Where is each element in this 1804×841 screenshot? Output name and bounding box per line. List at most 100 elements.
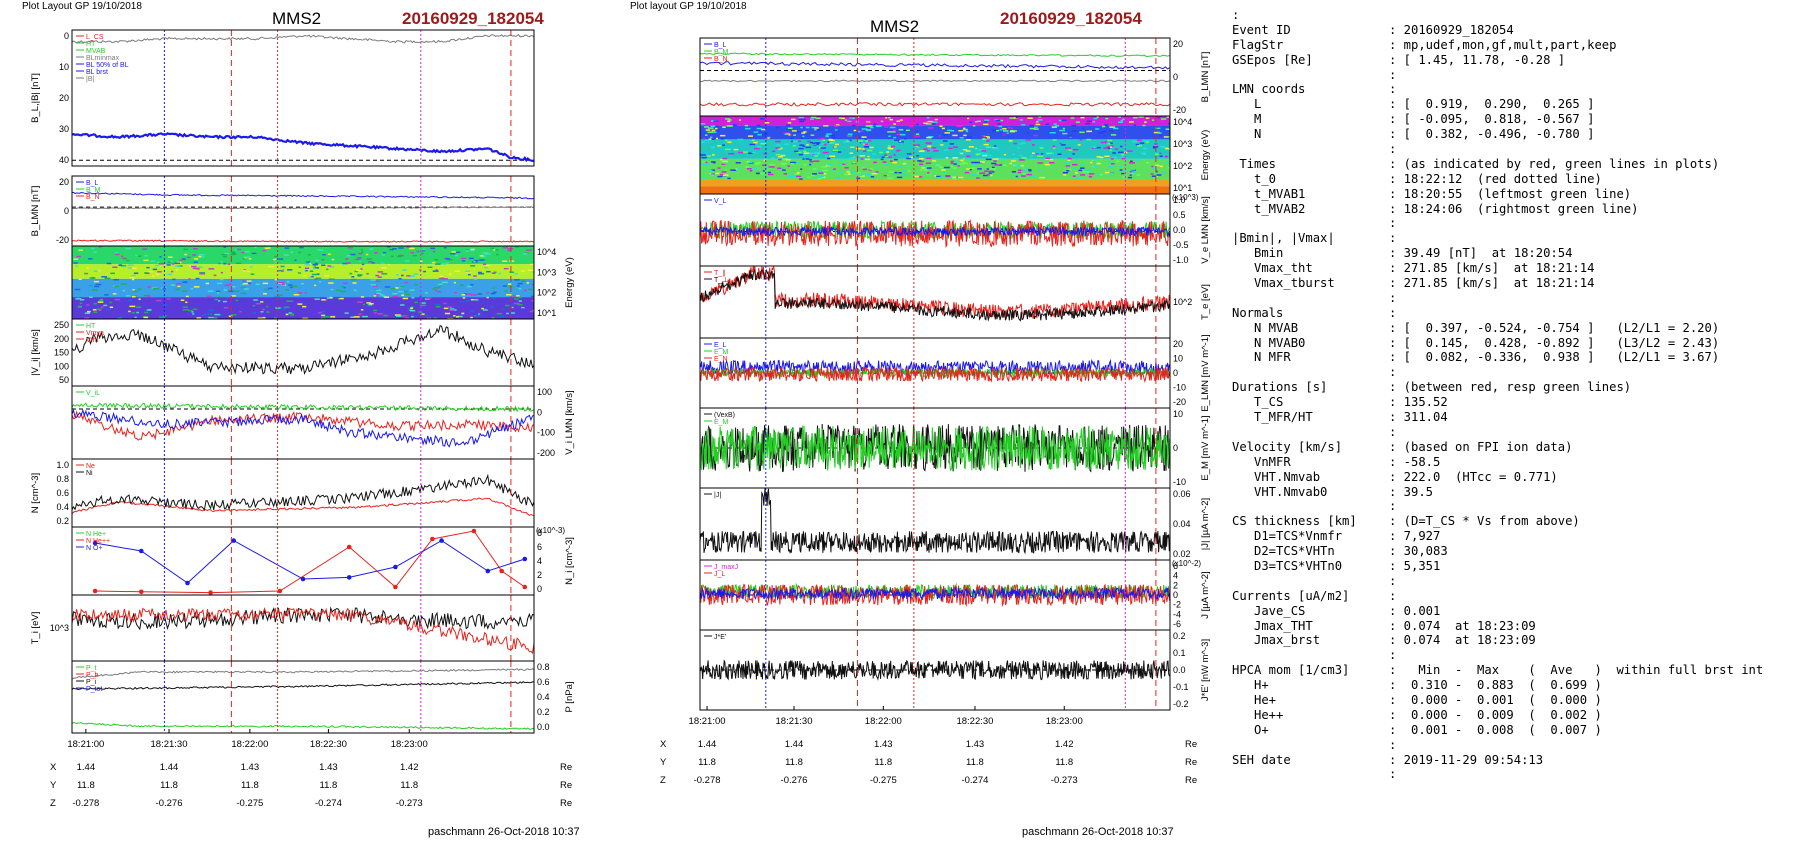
spectrogram-pixel: [216, 290, 221, 293]
spectrogram-pixel: [1022, 170, 1027, 172]
y-tick-label: 0.5: [1173, 210, 1186, 220]
spectrogram-pixel: [438, 286, 441, 288]
spectrogram-pixel: [950, 162, 954, 164]
spectrogram-pixel: [243, 288, 249, 290]
spectrogram-pixel: [875, 125, 882, 127]
spectrogram-pixel: [1037, 170, 1042, 173]
series-line: [72, 402, 534, 413]
spectrogram-pixel: [746, 168, 752, 170]
legend-label: L_CS: [86, 34, 104, 41]
spectrogram-band: [700, 179, 1170, 187]
spectrogram-pixel: [1082, 127, 1085, 130]
spectrogram-pixel: [231, 252, 237, 255]
spectrogram-pixel: [927, 145, 932, 147]
spectrogram-pixel: [413, 273, 419, 275]
spectrogram-pixel: [727, 120, 731, 123]
spectrogram-pixel: [800, 118, 806, 121]
spectrogram-pixel: [182, 309, 189, 311]
spectrogram-pixel: [829, 134, 836, 137]
spectrogram-pixel: [1039, 147, 1044, 149]
spectrogram-pixel: [310, 276, 314, 278]
info-row: :: [1232, 648, 1802, 663]
spectrogram-pixel: [1051, 152, 1054, 154]
legend-label: B_L: [714, 42, 727, 49]
info-label: D3=TCS*VHTn0: [1232, 558, 1343, 573]
spectrogram-pixel: [1016, 165, 1021, 167]
series-line: [700, 367, 1170, 379]
spectrogram-pixel: [196, 317, 202, 319]
spectrogram-pixel: [277, 294, 284, 297]
spectrogram-pixel: [267, 247, 271, 249]
spectrogram-pixel: [1044, 123, 1050, 126]
spectrogram-pixel: [98, 317, 104, 319]
spectrogram-pixel: [1146, 161, 1149, 164]
spectrogram-pixel: [923, 169, 928, 171]
spectrogram-pixel: [445, 258, 451, 260]
spectrogram-pixel: [843, 162, 850, 164]
spectrogram-pixel: [353, 289, 357, 292]
info-value: :: [1389, 424, 1397, 439]
spectrogram-pixel: [1071, 130, 1078, 132]
spectrogram-pixel: [1068, 168, 1072, 171]
spectrogram-pixel: [927, 136, 934, 138]
spectrogram-pixel: [398, 254, 404, 257]
spectrogram-pixel: [131, 274, 136, 277]
y-tick-label: -4: [1173, 609, 1181, 619]
pos-value: -0.276: [156, 798, 183, 809]
info-label: Event ID: [1232, 22, 1291, 37]
spectrogram-pixel: [849, 171, 856, 173]
spectrogram-pixel: [308, 262, 312, 264]
spectrogram-pixel: [264, 288, 269, 291]
info-label: [1232, 216, 1389, 231]
spectrogram-pixel: [748, 152, 754, 155]
spectrogram-pixel: [470, 248, 475, 251]
spectrogram-pixel: [405, 293, 410, 296]
spectrogram-pixel: [727, 177, 731, 180]
spectrogram-pixel: [1026, 173, 1032, 176]
spectrogram-pixel: [103, 304, 108, 307]
spectrogram-pixel: [1134, 159, 1140, 162]
info-row: N: [ 0.382, -0.496, -0.780 ]: [1232, 127, 1802, 142]
spectrogram-pixel: [711, 169, 716, 171]
y-tick-label: -10: [1173, 477, 1186, 487]
pos-value: -0.278: [72, 798, 99, 809]
spectrogram-pixel: [245, 256, 250, 258]
spectrogram-pixel: [291, 313, 294, 315]
spectrogram-pixel: [198, 256, 205, 258]
unit-label: (x10^-2): [1172, 559, 1201, 568]
panel-content: [72, 668, 534, 730]
spectrogram-pixel: [888, 135, 891, 137]
spectrogram-pixel: [286, 300, 289, 302]
spectrogram-pixel: [498, 272, 501, 275]
panel-content: [700, 116, 1170, 194]
spectrogram-pixel: [711, 173, 715, 175]
spectrogram-pixel: [441, 263, 447, 265]
spectrogram-pixel: [426, 297, 432, 300]
y-tick-label: 0.8: [56, 474, 69, 484]
spectrogram-pixel: [196, 268, 200, 270]
spectrogram-pixel: [1040, 155, 1044, 158]
spectrogram-pixel: [193, 258, 199, 260]
spectrogram-pixel: [361, 251, 364, 254]
spectrogram-pixel: [114, 285, 119, 288]
info-row: O+: 0.001 - 0.008 ( 0.007 ): [1232, 723, 1802, 738]
spectrogram-pixel: [147, 286, 151, 288]
spectrogram-pixel: [844, 167, 849, 169]
spectrogram-pixel: [135, 254, 138, 257]
spectrogram-pixel: [79, 299, 85, 301]
spectrogram-pixel: [809, 160, 814, 163]
y-tick-label: 1.0: [1173, 195, 1186, 205]
spectrogram-pixel: [879, 151, 884, 154]
spectrogram-pixel: [498, 315, 505, 318]
spectrogram-pixel: [913, 175, 919, 178]
spectrogram-pixel: [1010, 127, 1014, 129]
spectrogram-pixel: [393, 317, 399, 319]
spectrogram-pixel: [833, 168, 836, 170]
spectrogram-pixel: [1150, 173, 1154, 175]
info-value: : 311.04: [1389, 410, 1448, 425]
spectrogram-pixel: [931, 147, 937, 149]
pos-value: 11.8: [785, 757, 803, 768]
spectrogram-pixel: [231, 251, 236, 253]
spectrogram-pixel: [400, 286, 406, 288]
spectrogram-pixel: [104, 277, 111, 280]
